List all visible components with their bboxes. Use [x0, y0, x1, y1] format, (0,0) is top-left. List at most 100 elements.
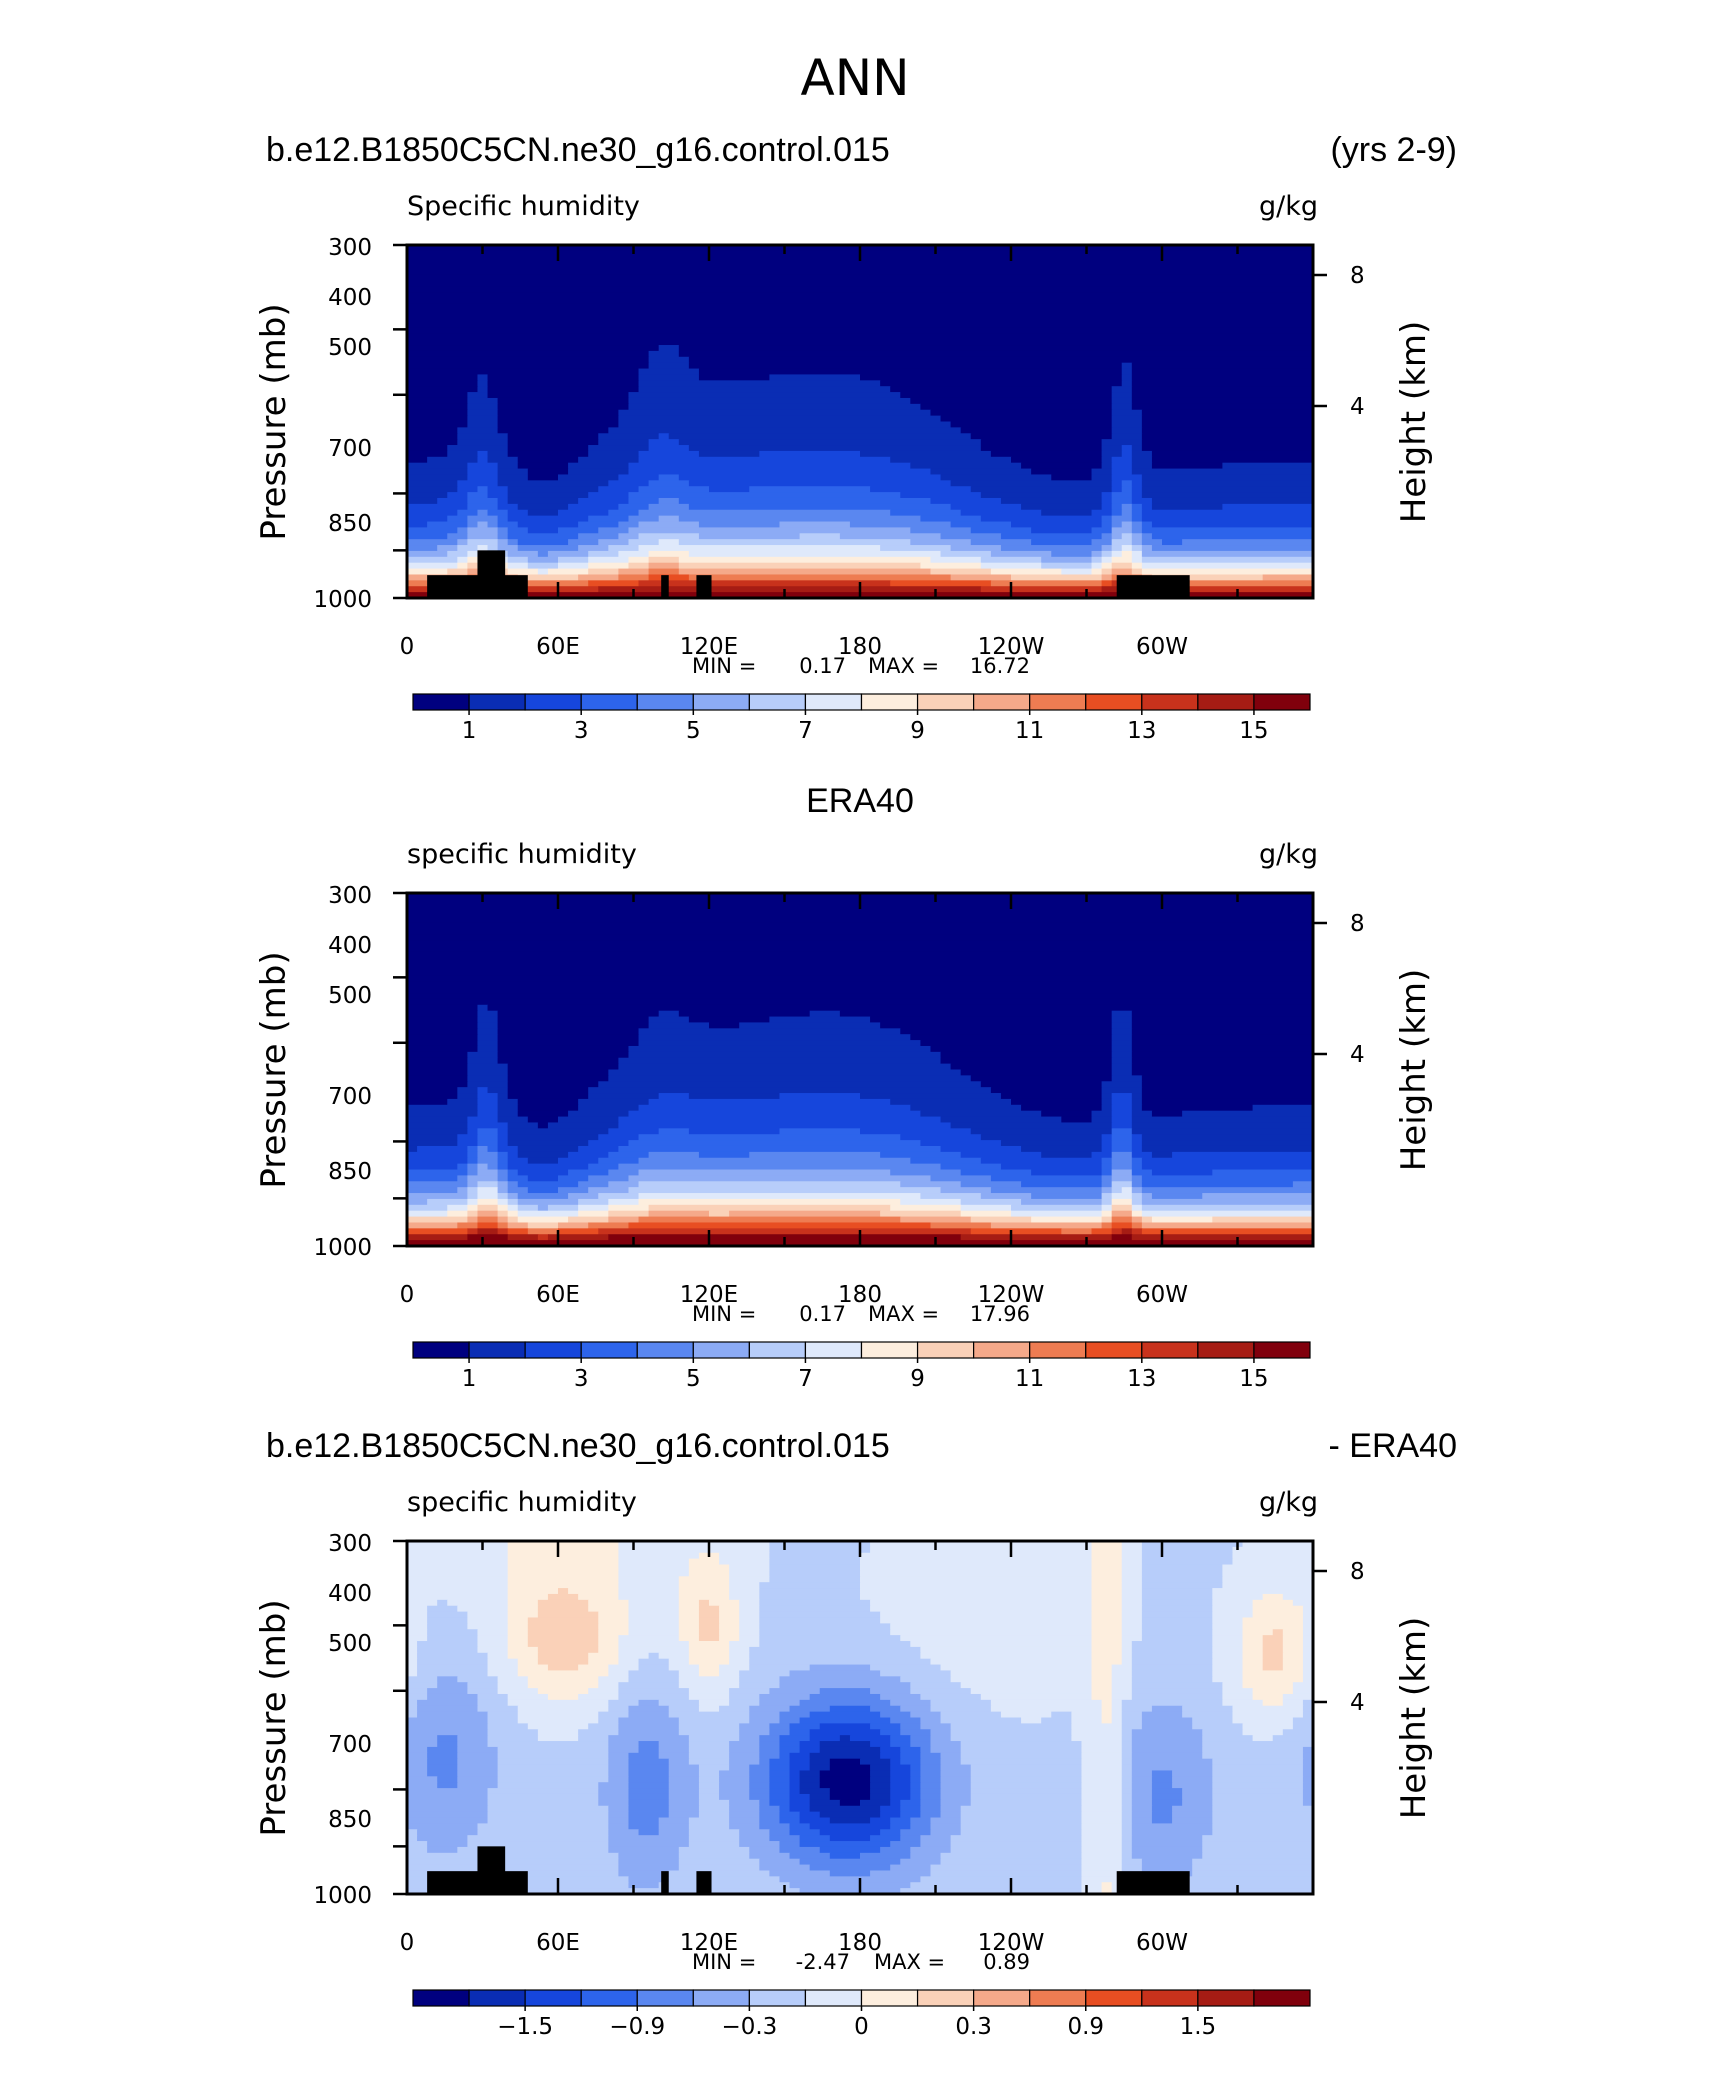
contour-cell	[578, 574, 619, 581]
contour-cell	[407, 1116, 468, 1124]
contour-cell	[1031, 527, 1093, 534]
contour-cell	[900, 1198, 962, 1206]
contour-cell	[487, 1087, 509, 1094]
contour-cell	[407, 1664, 418, 1672]
xtick-label-120w-model: 120W	[978, 634, 1045, 660]
contour-cell	[407, 1699, 418, 1707]
colorbar-swatch	[468, 1341, 526, 1359]
contour-cell	[799, 1888, 901, 1894]
contour-cell	[477, 1163, 489, 1171]
contour-cell	[638, 1034, 911, 1041]
contour-cell	[467, 539, 499, 546]
contour-cell	[477, 1004, 489, 1012]
contour-cell	[507, 1641, 529, 1648]
contour-cell	[407, 292, 1313, 299]
contour-cell	[497, 1746, 609, 1754]
contour-cell	[1131, 462, 1153, 470]
contour-cell	[507, 1558, 619, 1566]
contour-cell	[678, 1717, 750, 1724]
contour-cell	[729, 1588, 760, 1595]
contour-cell	[1121, 533, 1133, 540]
contour-cell	[658, 1746, 690, 1754]
contour-cell	[1101, 1711, 1113, 1719]
contour-cell	[940, 1187, 992, 1194]
contour-cell	[1000, 533, 1103, 540]
contour-cell	[527, 1157, 559, 1165]
contour-cell	[1000, 1140, 1103, 1147]
terrain-mask-difference	[427, 1846, 1190, 1894]
contour-cell	[407, 309, 1313, 317]
contour-cell	[910, 1882, 1083, 1889]
contour-cell	[628, 1110, 921, 1118]
contour-cell	[618, 1858, 680, 1866]
contour-cell	[1302, 1641, 1313, 1648]
contour-cell	[1182, 1711, 1234, 1719]
contour-cell	[1151, 1151, 1173, 1159]
contour-cell	[477, 1635, 509, 1642]
contour-cell	[407, 1081, 468, 1088]
contour-cell	[880, 1617, 1093, 1624]
contour-cell	[477, 1629, 509, 1636]
contour-cell	[1302, 1782, 1313, 1789]
contour-cell	[819, 1770, 871, 1777]
contour-cell	[920, 1193, 982, 1200]
y-axis-label-right-difference: Height (km)	[1394, 1617, 1434, 1820]
contour-cell	[658, 1699, 700, 1707]
contour-cell	[749, 1711, 781, 1719]
contour-cell	[1091, 474, 1113, 481]
contour-cell	[1222, 462, 1313, 470]
contour-cell	[1131, 1104, 1143, 1112]
contour-cell	[417, 1652, 489, 1660]
colorbar-swatch	[1085, 1989, 1143, 2007]
contour-cell	[678, 1629, 700, 1636]
contour-cell	[628, 1617, 680, 1624]
colorbar-swatch	[636, 1341, 694, 1359]
contour-cell	[749, 1658, 932, 1666]
contour-cell	[578, 1210, 609, 1218]
contour-cell	[407, 1169, 468, 1176]
contour-cell	[739, 1605, 760, 1613]
contour-cell	[729, 1817, 760, 1824]
contour-cell	[517, 1216, 569, 1224]
contour-cell	[1121, 1187, 1133, 1194]
contour-cell	[568, 1588, 619, 1595]
contour-cell	[1302, 1770, 1313, 1777]
contour-cell	[618, 1063, 952, 1071]
contour-cell	[407, 1552, 509, 1560]
colorbar-tick-label: 11	[1015, 1366, 1044, 1392]
contour-cell	[1101, 1699, 1113, 1707]
contour-cell	[1282, 1641, 1304, 1648]
contour-cell	[618, 1582, 680, 1589]
contour-cell	[608, 1811, 630, 1819]
contour-cell	[407, 1098, 448, 1106]
contour-cell	[688, 445, 982, 452]
contour-cell	[960, 1682, 1093, 1689]
contour-cell	[870, 1870, 932, 1877]
contour-cell	[477, 456, 489, 464]
contour-cell	[870, 486, 972, 493]
contour-cell	[769, 1764, 791, 1772]
contour-cell	[1111, 1682, 1133, 1689]
contour-cell	[1131, 1098, 1143, 1106]
contour-cell	[1212, 1829, 1313, 1836]
contour-cell	[407, 1069, 468, 1076]
contour-cell	[628, 1711, 670, 1719]
ticks-model	[393, 243, 1327, 600]
contour-cell	[517, 545, 579, 552]
contour-cell	[507, 1122, 539, 1129]
contour-cell	[1111, 1711, 1123, 1719]
contour-cell	[1292, 1682, 1313, 1689]
contour-cell	[1000, 545, 1103, 552]
contour-cell	[507, 1093, 589, 1100]
contour-cell	[477, 1022, 499, 1029]
contour-cell	[497, 1163, 509, 1171]
contour-cell	[578, 1664, 609, 1672]
contour-cell	[427, 456, 479, 464]
contour-cell	[910, 1793, 921, 1801]
ytick-label-400-difference: 400	[328, 1581, 372, 1607]
contour-cell	[487, 1664, 519, 1672]
contour-cell	[598, 1782, 630, 1789]
contour-cell	[819, 1782, 871, 1789]
contour-cell	[668, 1764, 700, 1772]
contour-cell	[1131, 1057, 1313, 1065]
